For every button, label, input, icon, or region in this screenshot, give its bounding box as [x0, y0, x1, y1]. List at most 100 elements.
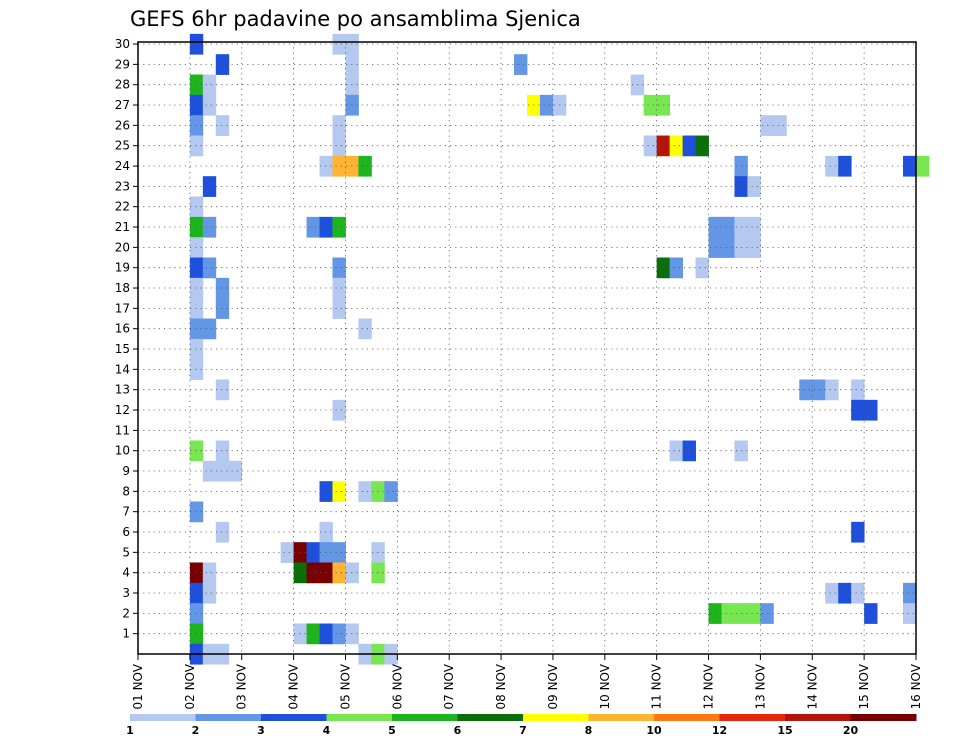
y-tick-label: 3 — [122, 586, 130, 600]
precip-cell — [215, 521, 230, 543]
y-tick-label: 24 — [115, 159, 130, 173]
precip-cell — [189, 196, 204, 218]
cells-layer — [189, 33, 930, 665]
precip-cell — [280, 542, 294, 563]
precip-cell — [189, 94, 204, 116]
legend-label: 4 — [323, 724, 331, 737]
x-tick-label: 13 NOV — [753, 663, 767, 709]
legend-swatch — [523, 714, 589, 721]
y-tick-label: 29 — [115, 57, 130, 71]
precip-cell — [215, 379, 230, 401]
precip-cell — [189, 603, 204, 624]
y-tick-label: 2 — [122, 606, 130, 620]
y-tick-label: 16 — [115, 322, 130, 336]
legend-label: 12 — [712, 724, 727, 737]
x-tick-label: 03 NOV — [235, 663, 249, 709]
chart-title: GEFS 6hr padavine po ansamblima Sjenica — [130, 7, 581, 31]
precip-cell — [838, 155, 852, 177]
legend-label: 20 — [843, 724, 859, 737]
plot-frame — [137, 41, 917, 655]
x-axis: 01 NOV 02 NOV 03 NOV 04 NOV 05 NOV 06 NOV 07 N… — [131, 654, 923, 710]
precip-cell — [734, 603, 748, 624]
precip-cell — [332, 623, 346, 645]
precip-cell — [306, 623, 320, 645]
precip-cell — [189, 338, 204, 360]
precip-cell — [734, 155, 748, 177]
y-tick-label: 9 — [122, 464, 130, 478]
grid-layer — [138, 42, 916, 654]
x-tick-label: 04 NOV — [287, 663, 301, 709]
precip-cell — [851, 521, 865, 543]
legend-swatch — [719, 714, 786, 721]
precip-cell — [332, 115, 346, 136]
precip-cell — [721, 603, 735, 624]
y-tick-label: 30 — [115, 37, 130, 51]
precip-cell — [851, 399, 865, 421]
precip-cell — [851, 582, 865, 604]
precip-cell — [202, 74, 217, 96]
precip-cell — [838, 582, 852, 604]
precip-cell — [215, 298, 230, 319]
legend-swatch — [588, 714, 655, 721]
precip-cell — [825, 155, 839, 177]
precip-cell — [189, 277, 204, 299]
precip-cell — [695, 135, 709, 157]
precip-cell — [643, 135, 658, 157]
x-tick-label: 05 NOV — [338, 663, 352, 709]
y-tick-label: 28 — [115, 78, 130, 92]
precip-cell — [189, 33, 204, 55]
precip-cell — [812, 379, 826, 401]
x-tick-label: 15 NOV — [857, 663, 871, 709]
precip-cell — [202, 582, 217, 604]
legend-swatch — [392, 714, 458, 721]
legend-label: 2 — [192, 724, 200, 737]
precip-cell — [760, 603, 774, 624]
precip-cell — [215, 54, 230, 75]
precip-cell — [358, 318, 372, 340]
y-tick-label: 7 — [122, 505, 130, 519]
y-tick-label: 4 — [122, 566, 130, 580]
y-tick-label: 6 — [122, 525, 130, 539]
legend-label: 8 — [585, 724, 593, 737]
precip-cell — [189, 582, 204, 604]
legend-label: 3 — [257, 724, 265, 737]
precip-cell — [202, 318, 217, 340]
precip-cell — [202, 257, 217, 279]
precip-cell — [215, 115, 230, 136]
precip-cell — [332, 277, 346, 299]
precip-cell — [332, 216, 346, 238]
precip-cell — [514, 54, 528, 75]
precip-cell — [189, 115, 204, 136]
y-tick-label: 1 — [122, 627, 130, 641]
x-tick-label: 07 NOV — [442, 663, 456, 709]
precip-cell — [669, 257, 683, 279]
y-tick-label: 15 — [115, 342, 130, 356]
precip-cell — [734, 440, 748, 462]
precip-cell — [215, 440, 230, 462]
y-tick-label: 21 — [115, 220, 130, 234]
precip-cell — [189, 359, 204, 380]
precip-cell — [332, 135, 346, 157]
precip-cell — [358, 481, 372, 502]
precip-cell — [215, 277, 230, 299]
precip-cell — [903, 582, 917, 604]
y-tick-label: 25 — [115, 139, 130, 153]
legend: 1 2 3 4 5 6 7 8 10 12 15 20 — [126, 714, 917, 737]
legend-swatch — [457, 714, 524, 721]
y-tick-label: 20 — [115, 240, 130, 254]
precip-cell — [825, 379, 839, 401]
precip-cell — [747, 237, 761, 258]
precip-cell — [903, 603, 917, 624]
precip-cell — [189, 237, 204, 258]
y-tick-label: 18 — [115, 281, 130, 295]
precip-cell — [734, 176, 748, 197]
y-tick-label: 14 — [115, 362, 130, 376]
precip-cell — [760, 115, 774, 136]
precip-cell — [189, 257, 204, 279]
precip-cell — [773, 115, 787, 136]
precip-cell — [669, 440, 683, 462]
legend-label: 6 — [454, 724, 462, 737]
y-tick-label: 26 — [115, 118, 130, 132]
precip-cell — [643, 94, 658, 116]
x-tick-label: 10 NOV — [598, 663, 612, 709]
